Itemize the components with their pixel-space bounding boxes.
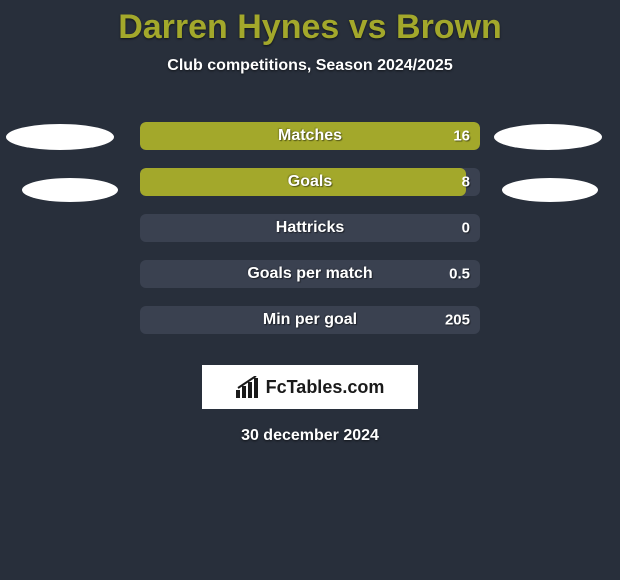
chart-bars-icon — [236, 376, 260, 398]
site-logo-text: FcTables.com — [266, 377, 385, 398]
player-photo-placeholder — [494, 124, 602, 150]
player-photo-placeholder — [6, 124, 114, 150]
stat-value: 205 — [445, 312, 470, 329]
player-photo-placeholder — [22, 178, 118, 202]
stat-row: Hattricks 0 — [0, 205, 620, 251]
stat-bar: Goals per match 0.5 — [140, 260, 480, 288]
subtitle: Club competitions, Season 2024/2025 — [0, 57, 620, 75]
stat-bar: Hattricks 0 — [140, 214, 480, 242]
page-title: Darren Hynes vs Brown — [0, 0, 620, 47]
footer-date: 30 december 2024 — [0, 427, 620, 445]
stat-label: Goals per match — [247, 265, 372, 283]
stat-label: Hattricks — [276, 219, 344, 237]
site-logo[interactable]: FcTables.com — [202, 365, 418, 409]
stat-bar: Min per goal 205 — [140, 306, 480, 334]
stat-label: Goals — [288, 173, 332, 191]
stat-value: 0 — [462, 220, 470, 237]
stat-value: 16 — [453, 128, 470, 145]
stat-row: Goals per match 0.5 — [0, 251, 620, 297]
stat-bar: Matches 16 — [140, 122, 480, 150]
stat-label: Min per goal — [263, 311, 357, 329]
stat-row: Min per goal 205 — [0, 297, 620, 343]
player-photo-placeholder — [502, 178, 598, 202]
stat-value: 8 — [462, 174, 470, 191]
stat-value: 0.5 — [449, 266, 470, 283]
stat-bar: Goals 8 — [140, 168, 480, 196]
stat-label: Matches — [278, 127, 342, 145]
